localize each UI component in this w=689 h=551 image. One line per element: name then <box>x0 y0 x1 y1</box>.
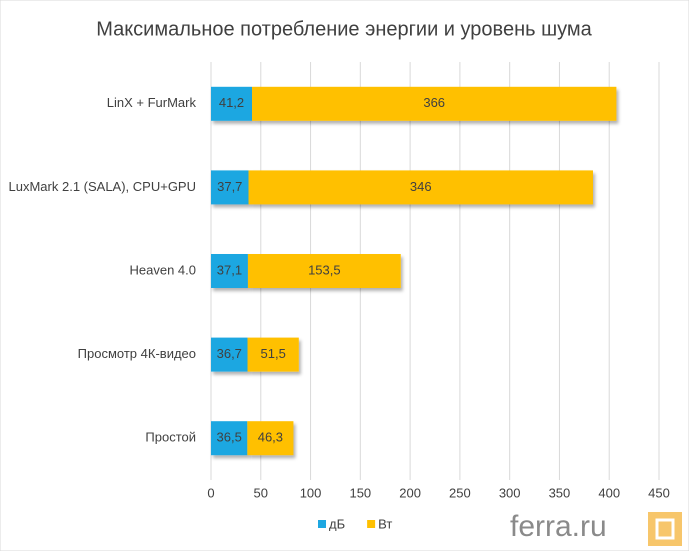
legend-swatch <box>367 520 376 528</box>
y-tick-label: LinX + FurMark <box>107 95 197 110</box>
data-label: 46,3 <box>258 430 283 445</box>
x-tick-label: 100 <box>300 485 322 500</box>
x-tick-label: 350 <box>549 485 571 500</box>
x-tick-label: 450 <box>648 485 670 500</box>
bar-segment <box>211 254 248 288</box>
x-tick-label: 150 <box>349 485 371 500</box>
data-label: 366 <box>423 95 445 110</box>
bar-segment <box>248 170 593 205</box>
bar-segment <box>211 170 249 205</box>
chart-title: Максимальное потребление энергии и урове… <box>96 18 592 40</box>
bar-segment <box>247 337 299 372</box>
bar-segment <box>211 421 248 456</box>
x-tick-label: 300 <box>499 485 521 500</box>
bar-segment <box>211 337 248 372</box>
data-label: 153,5 <box>308 262 341 277</box>
legend-swatch <box>318 520 326 528</box>
logo-glyph <box>655 518 675 540</box>
y-tick-label: Просмотр 4К-видео <box>78 346 196 361</box>
logo <box>648 512 682 546</box>
bar-segment <box>211 86 253 121</box>
bar-segment <box>247 254 401 288</box>
x-tick-label: 250 <box>449 485 471 500</box>
x-tick-label: 400 <box>598 485 620 500</box>
watermark: ferra.ru <box>510 510 607 543</box>
plot: 0 50 100 150 200 250 300 350 400 450 LinX + FurMar… <box>9 62 670 531</box>
data-label: 51,5 <box>261 346 286 361</box>
data-label: 41,2 <box>219 95 244 110</box>
logo-box <box>648 512 682 546</box>
x-tick-label: 0 <box>207 485 214 500</box>
bar-segment <box>247 421 294 456</box>
legend-label: Вт <box>378 516 392 531</box>
data-label: 37,1 <box>217 262 242 277</box>
legend-label: дБ <box>329 516 345 531</box>
y-tick-label: LuxMark 2.1 (SALA), CPU+GPU <box>9 179 196 194</box>
y-tick-label: Heaven 4.0 <box>130 262 197 277</box>
data-label: 346 <box>410 179 432 194</box>
x-tick-label: 200 <box>399 485 421 500</box>
bar-segment <box>252 86 617 121</box>
y-tick-label: Простой <box>145 430 196 445</box>
data-label: 37,7 <box>217 179 242 194</box>
data-label: 36,5 <box>217 430 242 445</box>
data-label: 36,7 <box>217 346 242 361</box>
x-tick-label: 50 <box>254 485 268 500</box>
